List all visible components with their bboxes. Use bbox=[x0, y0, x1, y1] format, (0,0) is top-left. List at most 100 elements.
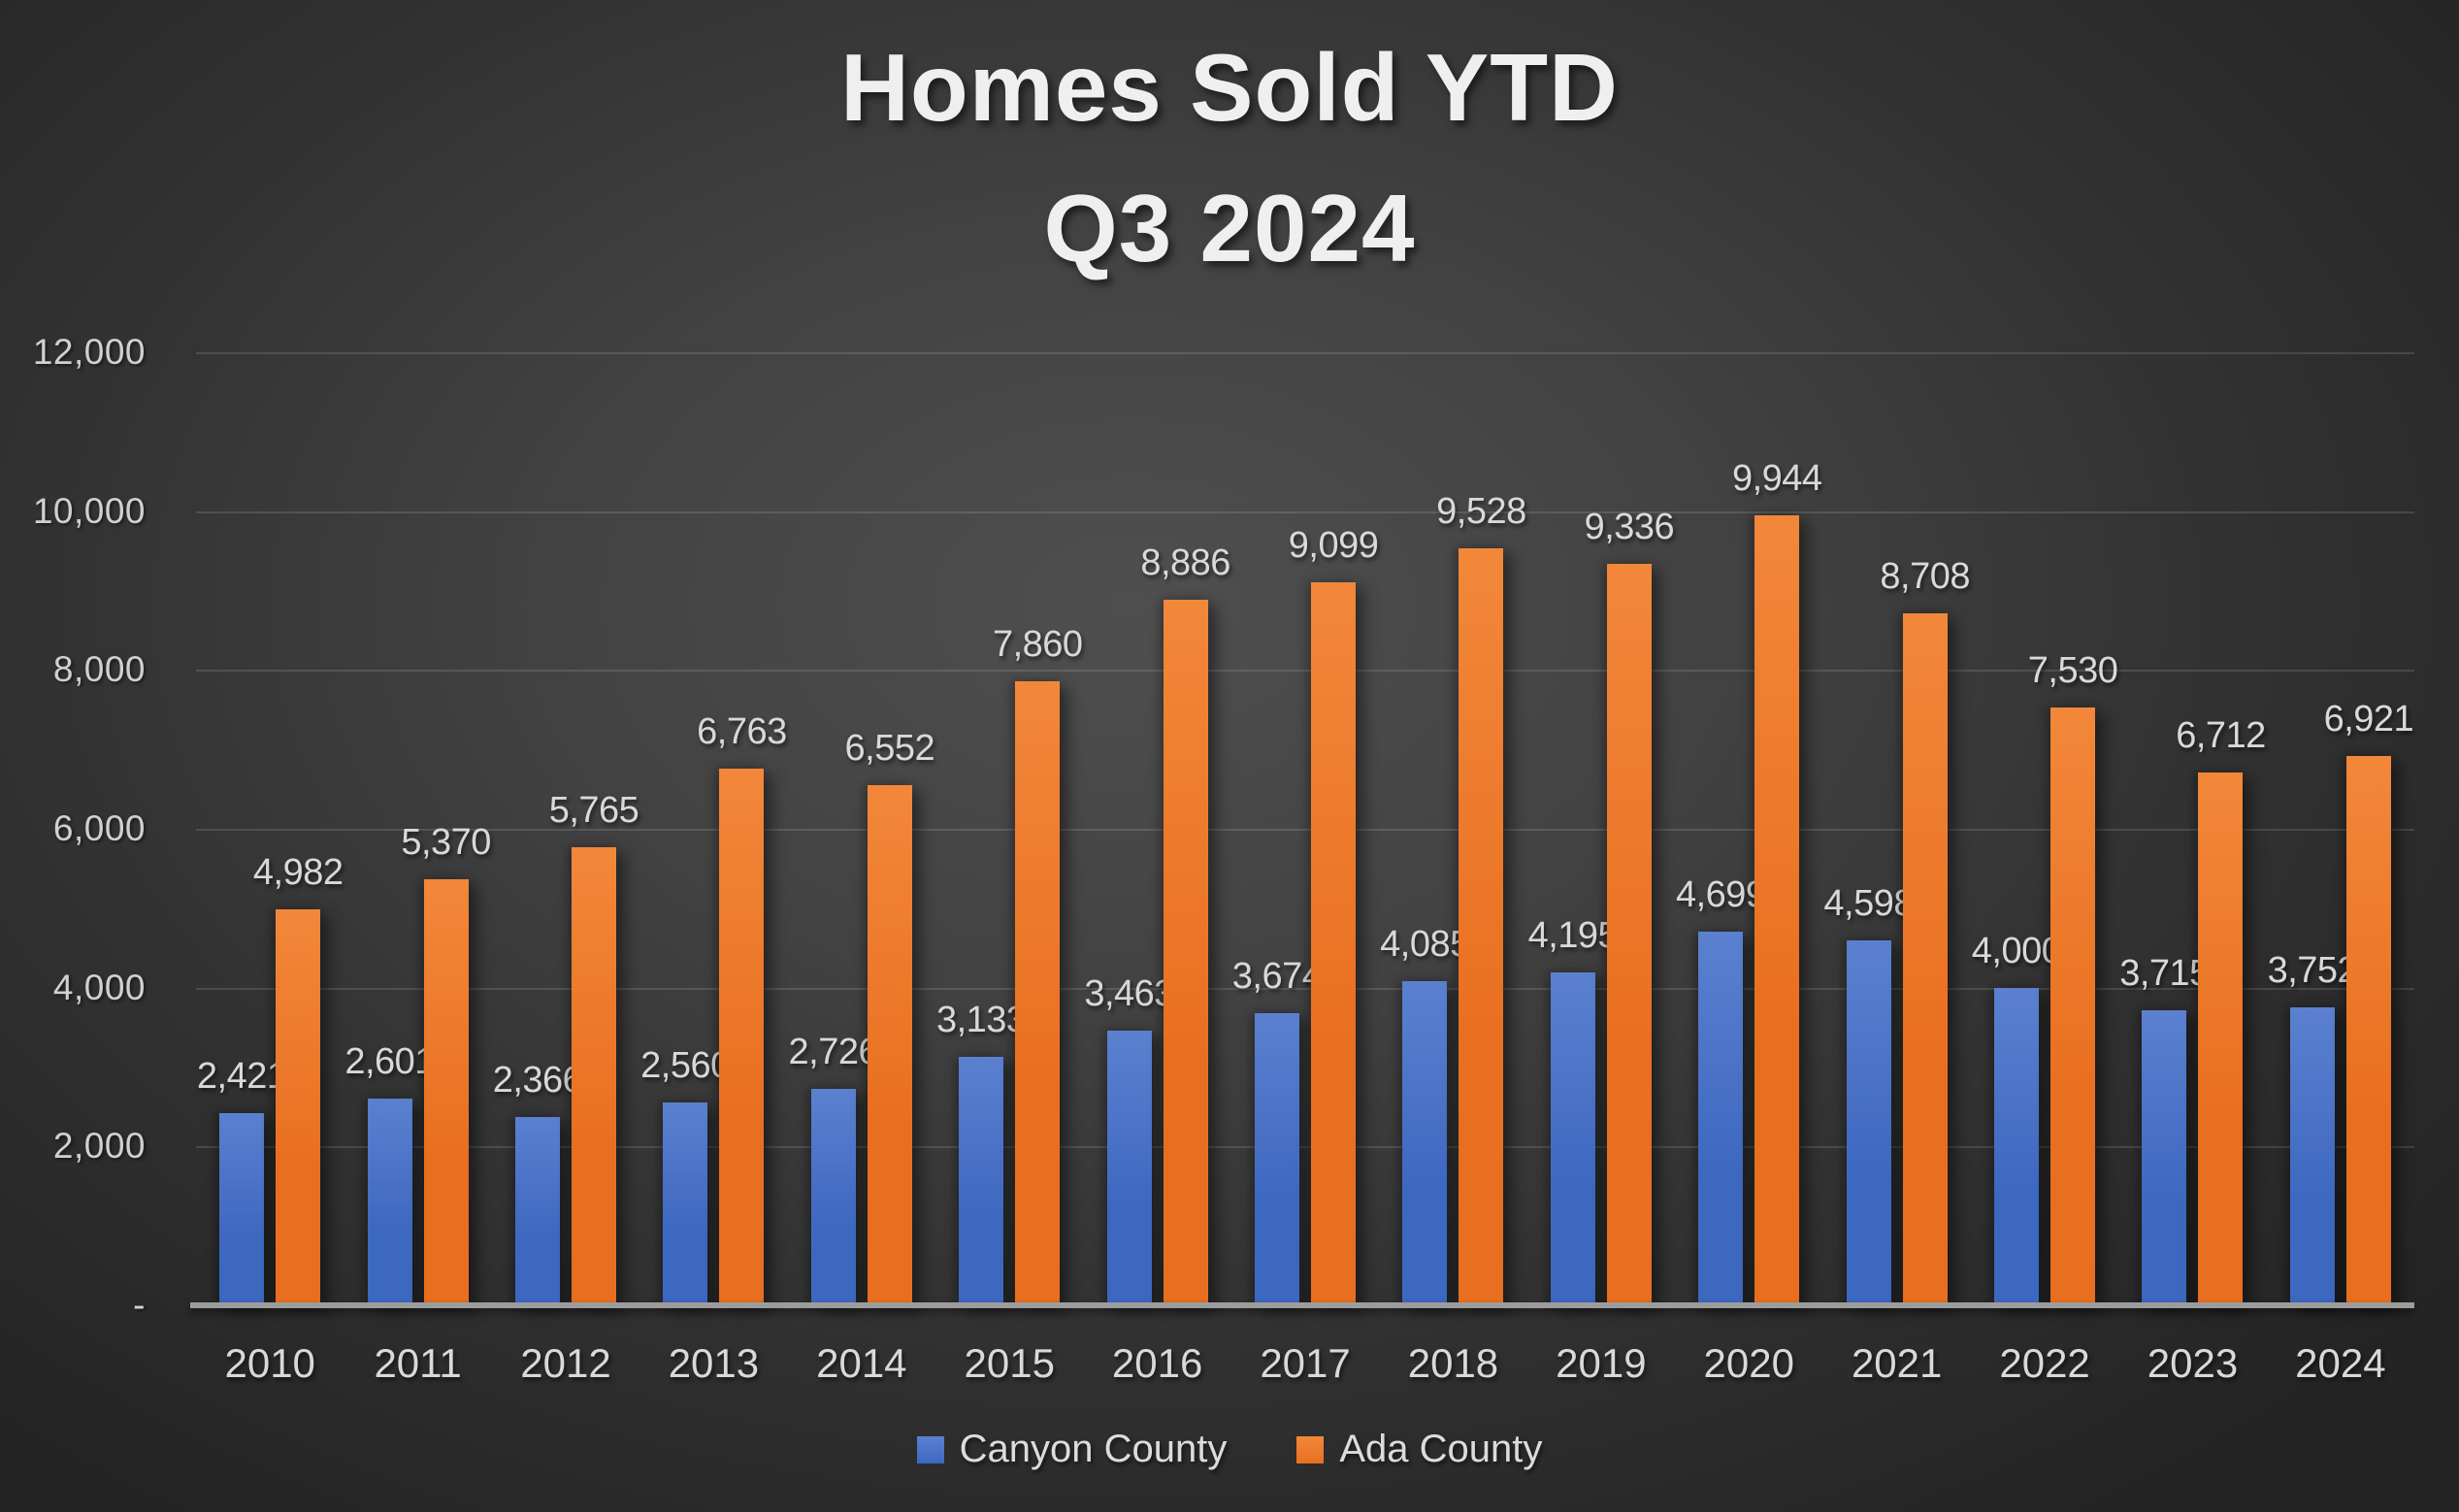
data-label-ada-county-2021: 8,708 bbox=[1880, 556, 1970, 598]
bar-ada-county-2012: 5,765 bbox=[549, 790, 639, 1305]
x-axis-label-2015: 2015 bbox=[964, 1340, 1055, 1386]
data-label-canyon-county-2023: 3,715 bbox=[2119, 953, 2210, 994]
bar-group-2023: 3,715 6,712 2023 bbox=[2118, 352, 2266, 1386]
x-axis-label-2021: 2021 bbox=[1851, 1340, 1943, 1386]
bar-ada-county-2016: 8,886 bbox=[1140, 542, 1230, 1305]
y-axis-label--: - bbox=[133, 1285, 146, 1325]
bar-groups: 2,421 4,982 2010 2,601 5,370 2011 2,366 5,765 20… bbox=[196, 352, 2414, 1386]
x-axis-label-2016: 2016 bbox=[1111, 1340, 1203, 1386]
bar-group-2019: 4,195 9,336 2019 bbox=[1527, 352, 1675, 1386]
data-label-ada-county-2020: 9,944 bbox=[1731, 458, 1822, 500]
x-axis-label-2011: 2011 bbox=[374, 1340, 462, 1386]
bar-canyon-county-2021: 4,598 bbox=[1823, 883, 1914, 1305]
legend: Canyon County Ada County bbox=[0, 1428, 2459, 1471]
x-axis-label-2024: 2024 bbox=[2295, 1340, 2386, 1386]
bar-ada-county-2021: 8,708 bbox=[1880, 556, 1970, 1305]
bar-canyon-county-2023: 3,715 bbox=[2119, 953, 2210, 1305]
bar-group-2014: 2,726 6,552 2014 bbox=[788, 352, 935, 1386]
x-axis-label-2020: 2020 bbox=[1703, 1340, 1794, 1386]
gridline-4000 bbox=[196, 987, 2414, 990]
x-axis-label-2012: 2012 bbox=[520, 1340, 611, 1386]
data-label-canyon-county-2021: 4,598 bbox=[1823, 882, 1914, 924]
bar-ada-county-2022: 7,530 bbox=[2028, 650, 2118, 1305]
bar-canyon-county-2022: 4,000 bbox=[1972, 931, 2062, 1305]
data-label-canyon-county-2010: 2,421 bbox=[196, 1055, 287, 1097]
legend-swatch-canyon-county bbox=[916, 1435, 944, 1463]
chart-title-line2: Q3 2024 bbox=[1043, 175, 1416, 282]
y-axis-label-4,000: 4,000 bbox=[52, 967, 146, 1007]
chart-title: Homes Sold YTD Q3 2024 bbox=[0, 17, 2459, 299]
data-label-canyon-county-2020: 4,699 bbox=[1675, 874, 1766, 916]
bar-canyon-county-2015: 3,133 bbox=[936, 1000, 1027, 1305]
bar-ada-county-2014: 6,552 bbox=[845, 728, 935, 1305]
gridline-8000 bbox=[196, 670, 2414, 673]
data-label-ada-county-2019: 9,336 bbox=[1584, 507, 1675, 548]
data-label-canyon-county-2024: 3,752 bbox=[2267, 949, 2358, 991]
data-label-canyon-county-2019: 4,195 bbox=[1527, 914, 1619, 956]
data-label-ada-county-2018: 9,528 bbox=[1436, 491, 1526, 533]
bar-canyon-county-2013: 2,560 bbox=[640, 1045, 731, 1305]
bar-group-2022: 4,000 7,530 2022 bbox=[1971, 352, 2118, 1386]
bar-group-2021: 4,598 8,708 2021 bbox=[1822, 352, 1970, 1386]
y-axis-label-2,000: 2,000 bbox=[52, 1126, 146, 1167]
data-label-canyon-county-2016: 3,463 bbox=[1084, 972, 1174, 1014]
data-label-ada-county-2024: 6,921 bbox=[2323, 698, 2414, 740]
x-axis-label-2010: 2010 bbox=[224, 1340, 315, 1386]
bar-ada-county-2010: 4,982 bbox=[253, 852, 344, 1305]
data-label-canyon-county-2015: 3,133 bbox=[935, 999, 1027, 1040]
legend-item-canyon-county: Canyon County bbox=[916, 1428, 1228, 1471]
data-label-ada-county-2017: 9,099 bbox=[1288, 525, 1379, 567]
bar-canyon-county-2012: 2,366 bbox=[493, 1060, 583, 1305]
data-label-canyon-county-2018: 4,085 bbox=[1380, 923, 1470, 965]
gridline-2000 bbox=[196, 1146, 2414, 1149]
data-label-ada-county-2016: 8,886 bbox=[1140, 542, 1230, 583]
data-label-ada-county-2011: 5,370 bbox=[401, 821, 491, 863]
legend-label-canyon-county: Canyon County bbox=[959, 1428, 1228, 1470]
bar-group-2024: 3,752 6,921 2024 bbox=[2267, 352, 2414, 1386]
bar-canyon-county-2016: 3,463 bbox=[1084, 973, 1174, 1305]
bar-ada-county-2024: 6,921 bbox=[2324, 699, 2414, 1305]
legend-item-ada-county: Ada County bbox=[1296, 1428, 1542, 1471]
data-label-canyon-county-2011: 2,601 bbox=[344, 1041, 435, 1083]
bar-ada-county-2020: 9,944 bbox=[1732, 458, 1822, 1305]
data-label-ada-county-2013: 6,763 bbox=[697, 710, 787, 752]
y-axis-label-10,000: 10,000 bbox=[32, 490, 146, 531]
data-label-canyon-county-2012: 2,366 bbox=[492, 1060, 583, 1101]
data-label-ada-county-2014: 6,552 bbox=[844, 727, 935, 769]
x-axis-label-2013: 2013 bbox=[668, 1340, 760, 1386]
bar-canyon-county-2024: 3,752 bbox=[2268, 950, 2358, 1305]
bar-canyon-county-2019: 4,195 bbox=[1528, 915, 1619, 1305]
gridline-10000 bbox=[196, 510, 2414, 513]
x-axis-label-2022: 2022 bbox=[1999, 1340, 2090, 1386]
bar-canyon-county-2010: 2,421 bbox=[197, 1056, 287, 1305]
bar-group-2018: 4,085 9,528 2018 bbox=[1379, 352, 1526, 1386]
bar-group-2010: 2,421 4,982 2010 bbox=[196, 352, 344, 1386]
bar-canyon-county-2020: 4,699 bbox=[1676, 874, 1766, 1305]
bar-canyon-county-2018: 4,085 bbox=[1380, 924, 1470, 1305]
x-axis-label-2017: 2017 bbox=[1260, 1340, 1351, 1386]
bar-ada-county-2015: 7,860 bbox=[993, 624, 1083, 1305]
bar-group-2017: 3,674 9,099 2017 bbox=[1231, 352, 1379, 1386]
bar-canyon-county-2014: 2,726 bbox=[789, 1032, 879, 1305]
data-label-canyon-county-2017: 3,674 bbox=[1231, 956, 1323, 998]
gridline-12000 bbox=[196, 352, 2414, 354]
data-label-ada-county-2022: 7,530 bbox=[2027, 649, 2118, 691]
x-axis-line bbox=[190, 1302, 2414, 1308]
data-label-ada-county-2023: 6,712 bbox=[2176, 714, 2266, 756]
bar-group-2016: 3,463 8,886 2016 bbox=[1083, 352, 1230, 1386]
bar-group-2011: 2,601 5,370 2011 bbox=[344, 352, 491, 1386]
x-axis-label-2014: 2014 bbox=[816, 1340, 907, 1386]
data-label-ada-county-2010: 4,982 bbox=[252, 852, 344, 894]
data-label-ada-county-2012: 5,765 bbox=[548, 790, 639, 832]
plot-area: 2,421 4,982 2010 2,601 5,370 2011 2,366 5,765 20… bbox=[190, 352, 2414, 1386]
data-label-canyon-county-2014: 2,726 bbox=[788, 1031, 879, 1072]
bar-group-2015: 3,133 7,860 2015 bbox=[935, 352, 1083, 1386]
bar-group-2020: 4,699 9,944 2020 bbox=[1675, 352, 1822, 1386]
bar-group-2013: 2,560 6,763 2013 bbox=[639, 352, 787, 1386]
bar-ada-county-2013: 6,763 bbox=[697, 711, 787, 1305]
bar-ada-county-2018: 9,528 bbox=[1436, 491, 1526, 1305]
y-axis-label-8,000: 8,000 bbox=[52, 649, 146, 690]
legend-swatch-ada-county bbox=[1296, 1435, 1325, 1463]
data-label-canyon-county-2013: 2,560 bbox=[640, 1044, 731, 1086]
